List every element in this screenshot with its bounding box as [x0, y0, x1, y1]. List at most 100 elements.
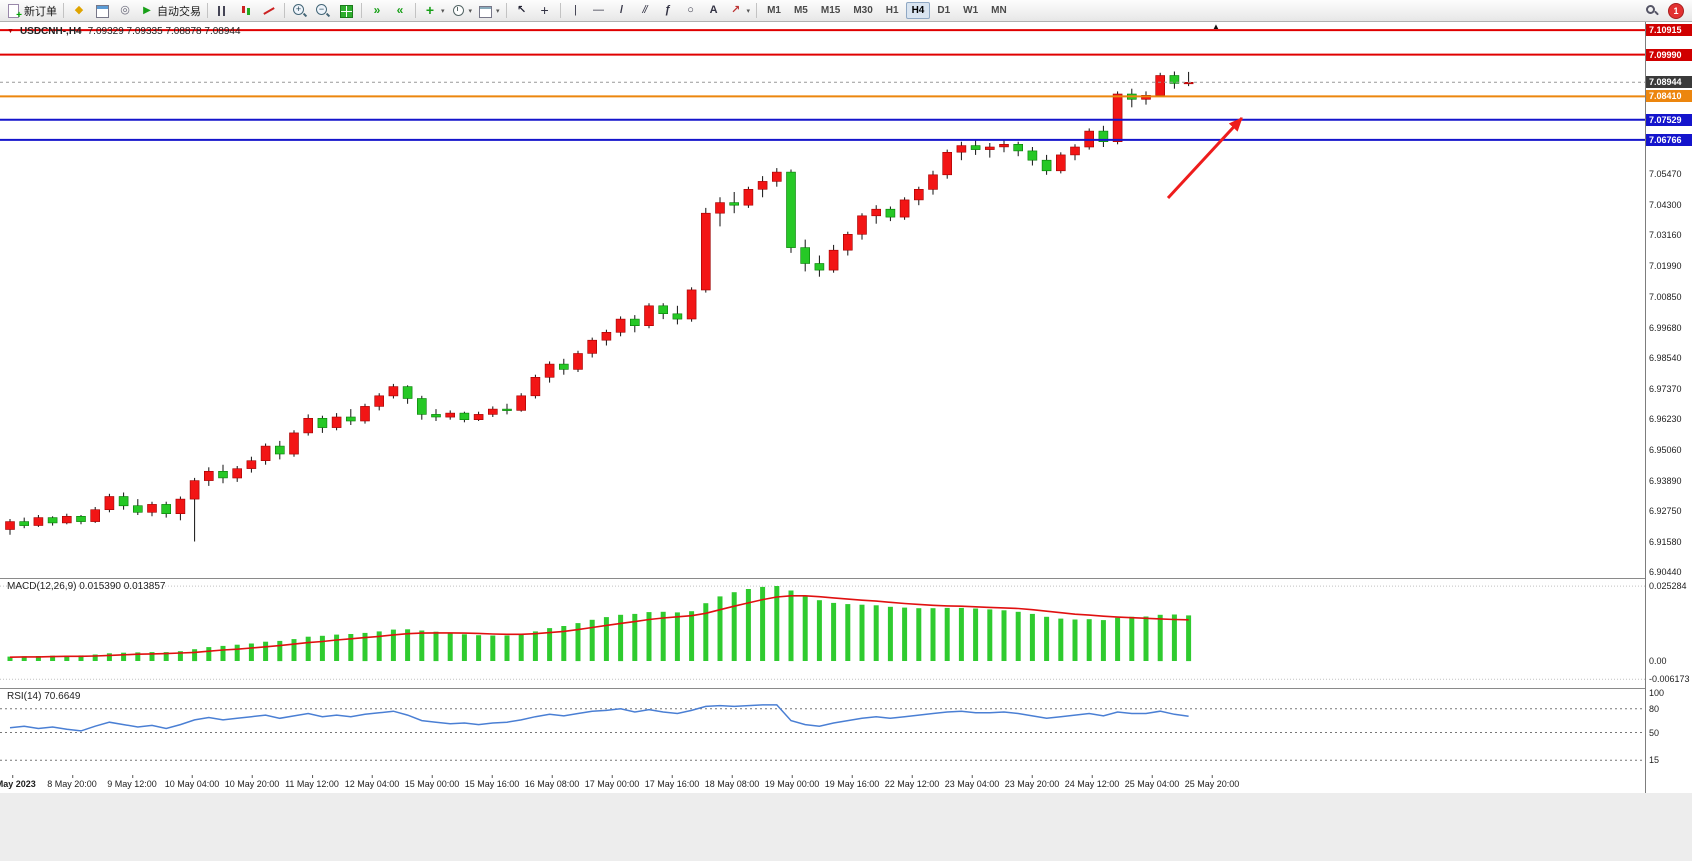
tile-windows-icon	[338, 3, 354, 19]
toolbar-separator	[361, 3, 362, 18]
periods-button[interactable]: ▾	[448, 2, 475, 20]
notification-badge[interactable]: 1	[1668, 2, 1684, 19]
search-button[interactable]	[1641, 2, 1663, 20]
navigator-button[interactable]	[114, 2, 136, 20]
time-axis-label: 19 May 16:00	[824, 775, 880, 789]
macd-indicator-panel[interactable]	[0, 578, 1645, 688]
toolbar-separator	[756, 3, 758, 18]
candles-layer	[5, 71, 1194, 542]
main-price-chart[interactable]	[0, 22, 1645, 578]
timeframe-m5-button[interactable]: M5	[793, 5, 808, 16]
auto-trading-button[interactable]: 自动交易	[137, 2, 203, 20]
hline-icon	[591, 3, 607, 19]
chart-window[interactable]: ▼ USDCNH-,H4 7.09329 7.09335 7.08878 7.0…	[0, 22, 1692, 793]
bar-chart-button[interactable]	[212, 2, 234, 20]
symbol-title: USDCNH-,H4	[19, 26, 82, 37]
vline-icon	[568, 3, 584, 19]
price-tick: 6.95060	[1649, 444, 1682, 455]
price-level-label: 7.07529	[1646, 113, 1692, 126]
timeframe-w1-button[interactable]: W1	[963, 5, 979, 16]
zoom-in-icon	[292, 3, 308, 19]
time-axis-label: 11 May 12:00	[285, 775, 339, 789]
price-tick: 100	[1649, 688, 1665, 698]
new-order-icon	[6, 3, 22, 21]
vertical-line-button[interactable]	[565, 2, 587, 20]
dropdown-caret-icon: ▾	[746, 7, 751, 15]
timeframe-d1-button[interactable]: D1	[937, 5, 951, 16]
zoom-out-button[interactable]	[312, 2, 334, 20]
price-tick: 7.05470	[1649, 169, 1682, 180]
price-tick: 0.00	[1649, 656, 1667, 667]
cursor-button[interactable]	[511, 2, 533, 20]
time-axis-label: 25 May 20:00	[1184, 775, 1240, 789]
chart-shift-icon	[392, 3, 408, 19]
text-button[interactable]	[703, 2, 725, 20]
horizontal-line-button[interactable]	[588, 2, 610, 20]
timeframe-m1-button[interactable]: M1	[767, 5, 781, 16]
macd-histogram	[7, 586, 1192, 662]
red-arrow-annotation[interactable]	[1166, 116, 1244, 200]
auto-scroll-button[interactable]	[366, 2, 388, 20]
templates-button[interactable]: ▾	[475, 2, 502, 20]
price-tick: 6.99680	[1649, 322, 1682, 333]
symbol-ohlc: 7.09329 7.09335 7.08878 7.08944	[87, 26, 241, 37]
chart-shift-button[interactable]	[389, 2, 411, 20]
timeframe-m30-button[interactable]: M30	[853, 5, 873, 16]
price-level-label: 7.06766	[1646, 133, 1692, 146]
rsi-label: RSI(14) 70.6649	[7, 691, 81, 702]
price-tick: 6.91580	[1649, 536, 1682, 547]
crosshair-icon	[537, 3, 553, 19]
price-tick: 6.96230	[1649, 413, 1682, 424]
panel-separator[interactable]	[0, 578, 1692, 579]
auto-scroll-icon	[369, 3, 385, 19]
fibonacci-button[interactable]	[657, 2, 679, 20]
tile-windows-button[interactable]	[335, 2, 357, 20]
price-axis[interactable]: 7.05470 7.04300 7.03160 7.01990 7.00850 6.996…	[1646, 22, 1692, 793]
timeframe-m15-button[interactable]: M15	[820, 5, 841, 16]
timeframe-mn-button[interactable]: MN	[991, 5, 1007, 16]
toolbar-separator	[284, 3, 285, 18]
time-axis-label: 12 May 04:00	[344, 775, 400, 789]
rsi-indicator-panel[interactable]	[0, 688, 1645, 775]
price-tick: 7.04300	[1649, 200, 1682, 211]
time-axis-label: 23 May 04:00	[944, 775, 1000, 789]
trendline-button[interactable]	[611, 2, 633, 20]
new-order-button[interactable]: 新订单	[4, 2, 59, 21]
time-axis-label: 8 May 20:00	[47, 775, 97, 789]
rsi-line	[9, 704, 1189, 732]
line-chart-icon	[261, 3, 277, 19]
time-axis-label: 17 May 16:00	[644, 775, 700, 789]
time-axis-label: 10 May 20:00	[224, 775, 280, 789]
auto-trading-icon	[139, 3, 155, 19]
arrows-button[interactable]: ▾	[726, 2, 753, 20]
toolbar-separator	[505, 3, 507, 18]
toolbar-separator	[63, 3, 64, 18]
price-tick: 80	[1649, 703, 1660, 714]
template-icon	[477, 3, 493, 19]
hlines-layer[interactable]	[0, 29, 1645, 141]
time-axis-label: 16 May 08:00	[524, 775, 580, 789]
zoom-in-button[interactable]	[289, 2, 311, 20]
data-window-button[interactable]	[91, 2, 113, 20]
price-tick: 7.00850	[1649, 291, 1682, 302]
time-axis[interactable]: 8 May 2023 8 May 20:00 9 May 12:00 10 May 0…	[0, 775, 1645, 793]
market-watch-button[interactable]	[68, 2, 90, 20]
toolbar-separator	[207, 3, 208, 18]
price-tick: 50	[1649, 727, 1660, 738]
line-chart-button[interactable]	[258, 2, 280, 20]
price-level-label: 7.08410	[1646, 90, 1692, 103]
time-axis-label: 15 May 16:00	[464, 775, 520, 789]
time-axis-label: 19 May 00:00	[764, 775, 820, 789]
price-tick: 6.90440	[1649, 567, 1682, 578]
channel-button[interactable]	[634, 2, 656, 20]
timeframe-h4-button[interactable]: H4	[905, 2, 931, 19]
shapes-button[interactable]	[680, 2, 702, 20]
main-toolbar: 新订单 自动交易 ▾ ▾ ▾ ▾ M1 M5 M15 M30 H1 H4 D1 W1 MN 1	[0, 0, 1692, 22]
indicators-button[interactable]: ▾	[420, 2, 447, 20]
data-window-icon	[94, 3, 110, 19]
candle-chart-button[interactable]	[235, 2, 257, 20]
macd-signal-line	[9, 594, 1189, 658]
crosshair-button[interactable]	[534, 2, 556, 20]
timeframe-h1-button[interactable]: H1	[885, 5, 899, 16]
panel-separator[interactable]	[0, 688, 1692, 689]
